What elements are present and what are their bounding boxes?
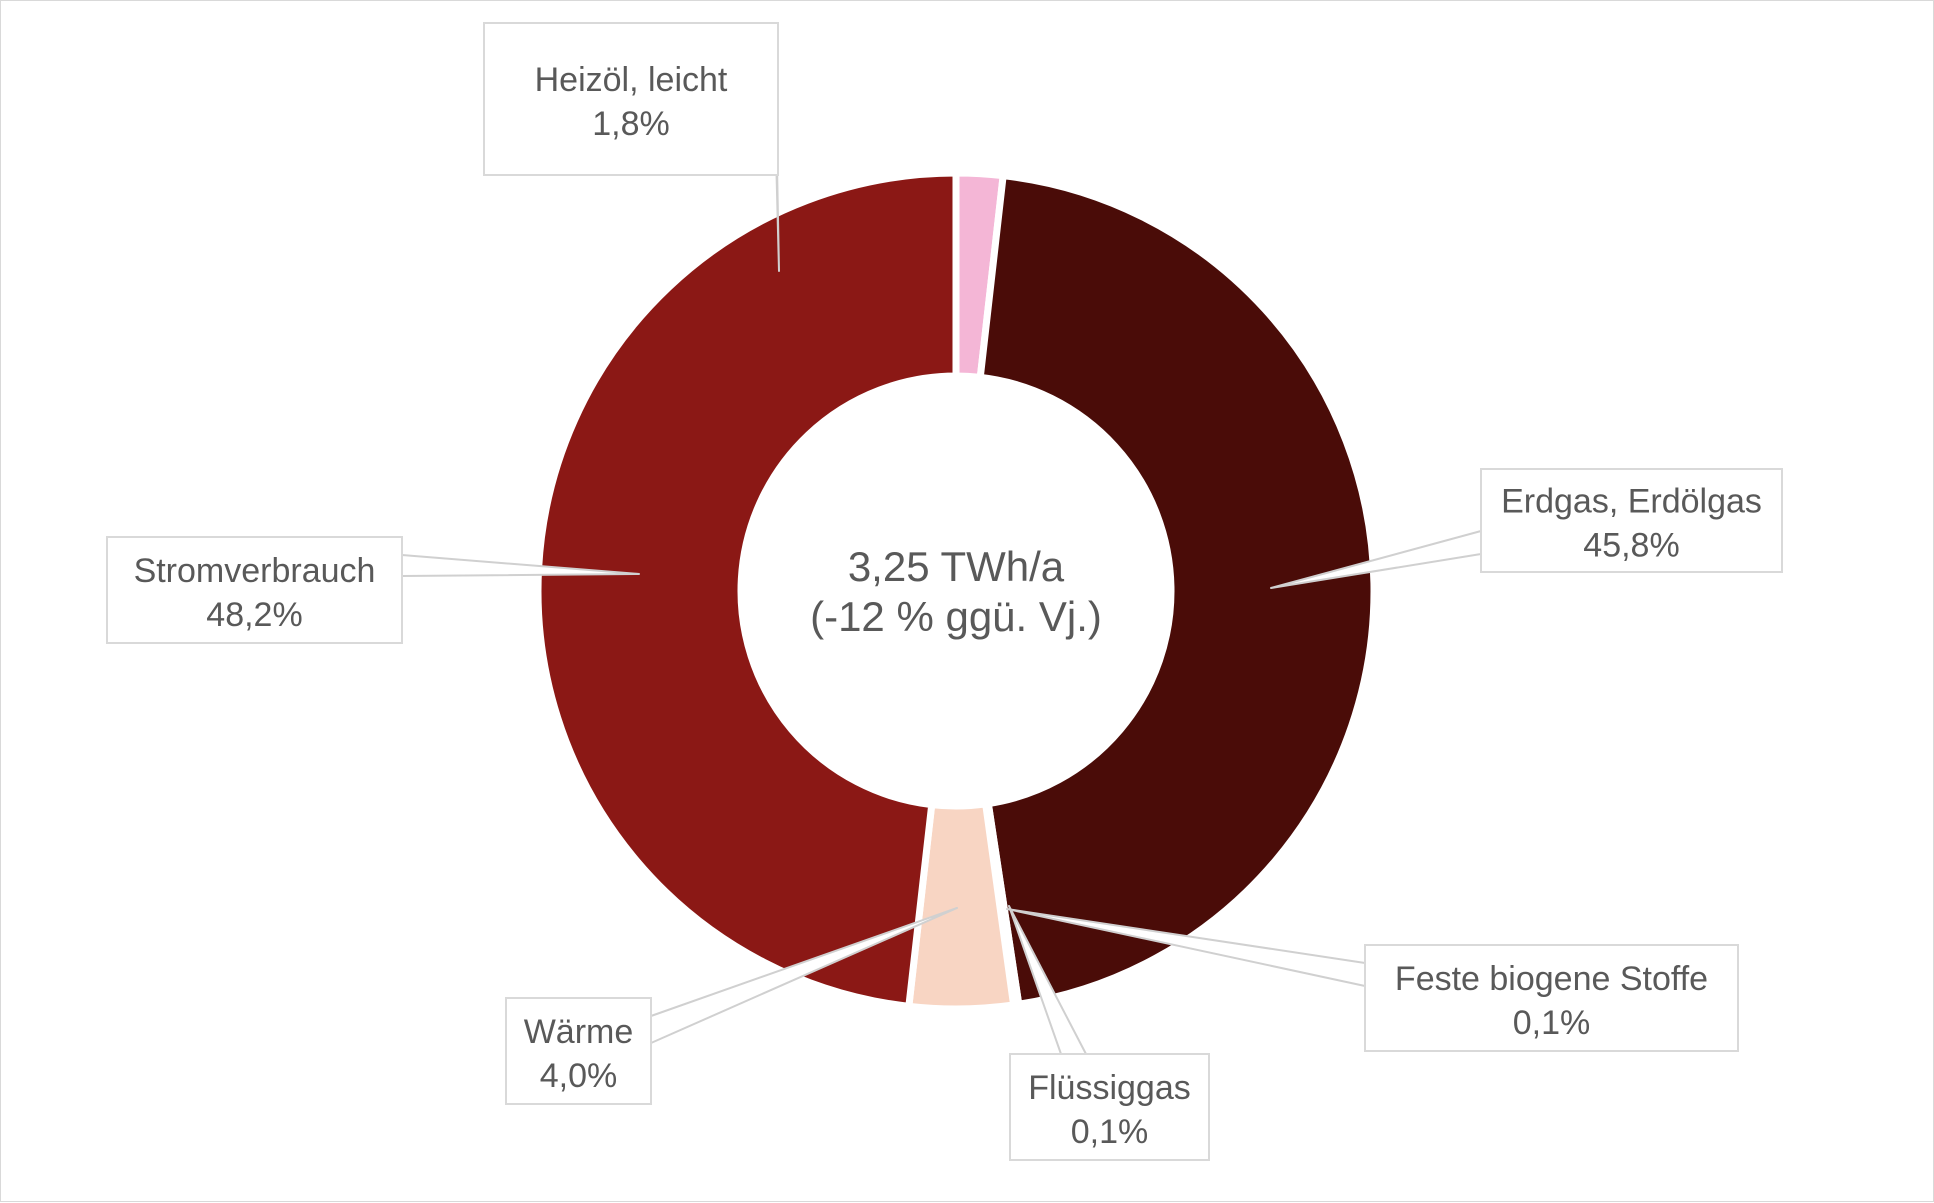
label-box: [1364, 944, 1739, 1052]
slice-stromverbrauch: [534, 169, 960, 1010]
label-callouts: Heizöl, leicht 1,8% Erdgas, Erdölgas 45,8% F…: [106, 22, 1783, 1161]
label-box: [483, 22, 779, 176]
data-label-flussiggas: Flüssiggas 0,1%: [1008, 905, 1210, 1161]
label-name: Wärme: [524, 1013, 634, 1051]
label-name: Feste biogene Stoffe: [1395, 960, 1708, 998]
label-name: Erdgas, Erdölgas: [1501, 483, 1762, 521]
slice-erdgas-erdolgas: [976, 172, 1378, 1008]
label-value: 0,1%: [1513, 1004, 1591, 1042]
label-name: Heizöl, leicht: [535, 61, 728, 99]
data-label-stromverbrauch: Stromverbrauch 48,2%: [106, 536, 640, 644]
label-box: [1480, 468, 1783, 573]
center-label: 3,25 TWh/a (-12 % ggü. Vj.): [810, 543, 1102, 640]
label-name: Stromverbrauch: [134, 552, 376, 590]
label-name: Flüssiggas: [1028, 1069, 1191, 1107]
label-value: 45,8%: [1583, 527, 1679, 565]
label-value: 48,2%: [206, 596, 302, 634]
label-value: 4,0%: [540, 1057, 618, 1095]
data-label-feste-biogene-stoffe: Feste biogene Stoffe 0,1%: [1006, 908, 1739, 1052]
data-label-heizol-leicht: Heizöl, leicht 1,8%: [483, 22, 780, 272]
center-label-line1: 3,25 TWh/a: [848, 543, 1065, 590]
label-box: [106, 536, 403, 644]
label-value: 1,8%: [592, 105, 670, 143]
label-box: [505, 997, 652, 1105]
label-value: 0,1%: [1071, 1113, 1149, 1151]
data-label-warme: Wärme 4,0%: [505, 907, 958, 1105]
data-label-erdgas-erdolgas: Erdgas, Erdölgas 45,8%: [1270, 468, 1783, 589]
label-box: [1009, 1053, 1210, 1161]
center-label-line2: (-12 % ggü. Vj.): [810, 593, 1102, 640]
donut-slices: [534, 169, 1378, 1013]
